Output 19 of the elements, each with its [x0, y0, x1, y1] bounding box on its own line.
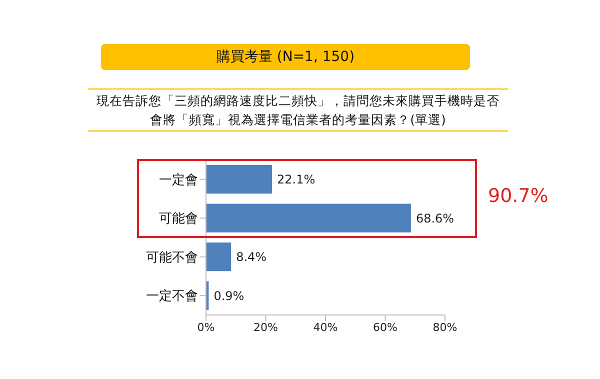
y-tick-label: 可能不會: [146, 250, 198, 266]
data-label: 8.4%: [236, 250, 267, 264]
x-tick-label: 20%: [254, 320, 278, 334]
bar: [206, 204, 411, 232]
x-tick-label: 60%: [373, 320, 398, 334]
data-label: 68.6%: [416, 211, 454, 226]
x-tick-label: 80%: [432, 320, 458, 334]
chart-title: 購買考量 (N=1, 150): [101, 44, 470, 70]
x-tick-label: 0%: [197, 320, 215, 334]
data-label: 0.9%: [214, 288, 244, 303]
x-tick-label: 40%: [313, 320, 338, 334]
y-tick-label: 一定會: [159, 172, 198, 188]
bar: [206, 242, 232, 272]
text: 90.7%: [488, 185, 548, 207]
y-tick-label: 可能會: [159, 212, 198, 227]
data-label: 22.1%: [277, 172, 316, 187]
y-tick-label: 一定不會: [146, 289, 198, 304]
bar: [206, 165, 272, 194]
chart-subtitle: 現在告訴您「三頻的網路速度比二頻快」，請問您未來購買手機時是否會將「頻寬」視為選擇電信業者的考量因素？(單選): [88, 88, 508, 132]
